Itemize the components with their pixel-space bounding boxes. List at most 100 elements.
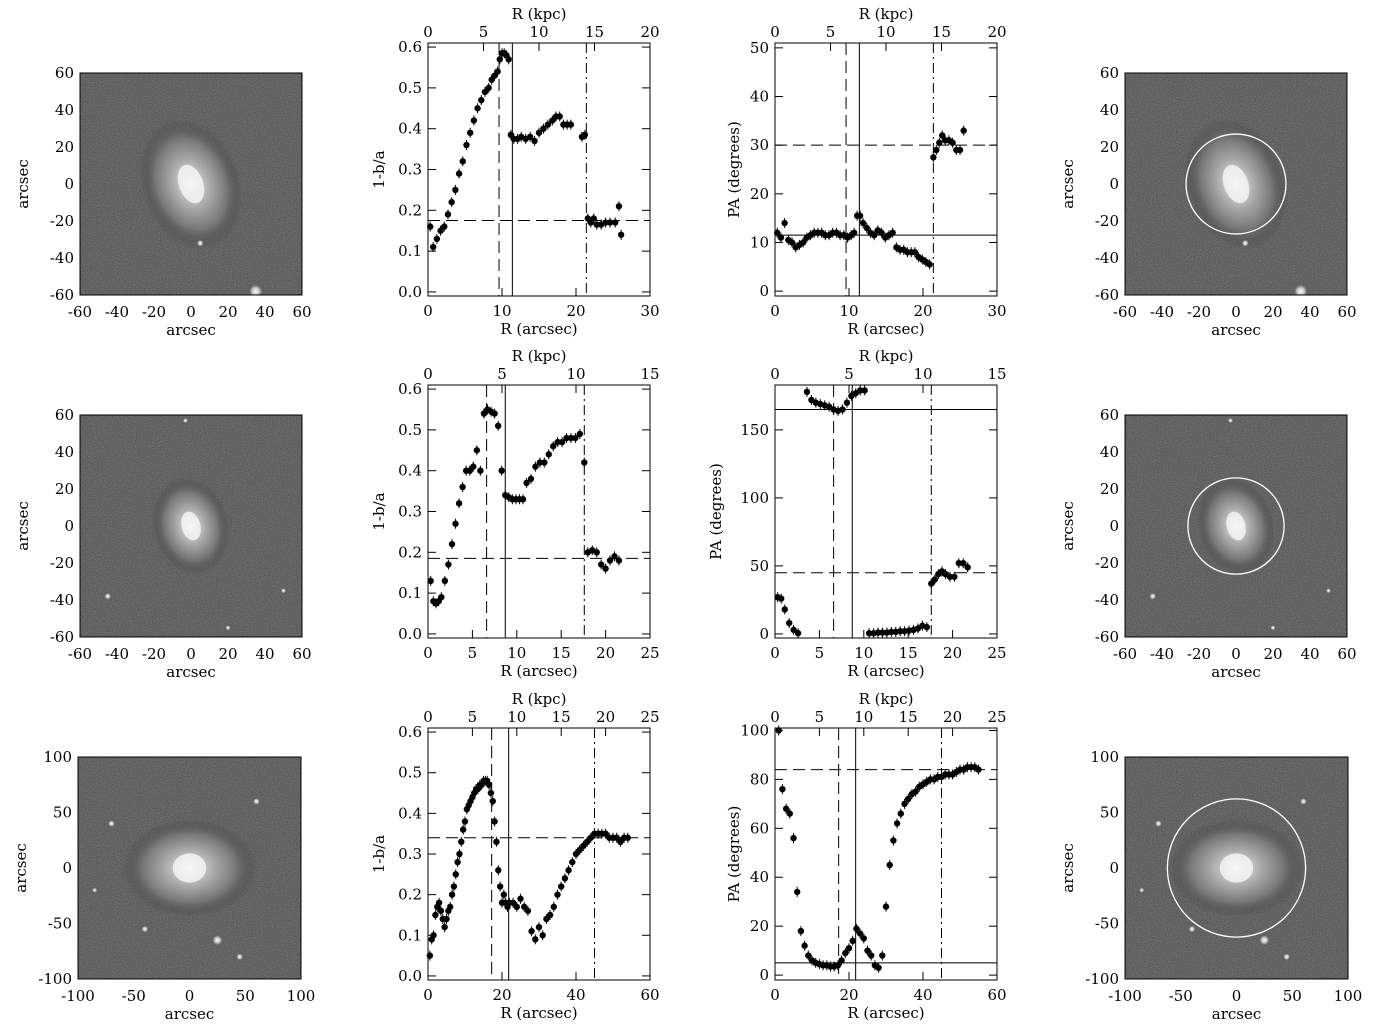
y-tick-label: 0.1 [398,926,422,944]
x-tick-label: 0 [1232,987,1242,1005]
star [1299,797,1308,806]
data-point [437,227,444,234]
data-point [926,261,933,268]
x-axis-label: arcsec [1211,663,1261,681]
x-tick-label: -20 [1187,303,1211,321]
y-axis-label: arcsec [1059,843,1077,893]
data-point [531,137,538,145]
star [1148,592,1157,601]
y-tick-label: 20 [750,185,769,203]
data-point [853,925,860,932]
panel-3: -60 -40 -20 0 20 40 60 -60 -40 -20 0 20 40 60 arcsec ar… [1059,64,1357,339]
y-tick-label: 40 [55,443,74,461]
y-tick-label: 60 [1100,64,1119,82]
y-tick-label: 0 [1109,517,1119,535]
data-point [493,838,500,846]
data-point [429,243,437,251]
y-axis-label: 1-b/a [370,492,388,530]
data-point [443,915,450,923]
data-point [558,883,565,890]
plot-frame [774,384,998,639]
x-tick-label: 60 [1337,303,1356,321]
x-tick-label: 10 [492,302,511,320]
data-point [956,146,964,154]
data-point [863,224,870,232]
y-tick-label: -60 [1095,628,1119,646]
y-tick-label: 0 [759,282,769,300]
data-point [882,903,890,910]
data-point [790,834,797,842]
x-tick-label: -60 [1113,303,1137,321]
data-point [556,113,563,120]
y-tick-label: 60 [750,819,769,837]
galaxy-image [80,415,302,637]
data-point [448,891,456,898]
galaxy-image [1125,73,1347,295]
data-point [602,830,609,837]
y-tick-label: 50 [750,557,769,575]
data-point [433,235,441,243]
data-point [936,139,943,146]
y-tick-label: 0.3 [398,161,422,179]
data-point [458,838,465,846]
top-x-tick-label: 10 [529,23,548,41]
data-point [572,434,579,442]
data-point [951,573,958,580]
x-tick-label: -100 [61,987,95,1005]
plot-frame [427,384,651,639]
image-frame [77,756,302,980]
x-tick-label: 0 [186,303,196,321]
data-point [870,231,878,239]
x-tick-label: 0 [770,644,780,662]
y-tick-label: 30 [750,136,769,154]
data-point [546,911,554,919]
aperture-circle [1185,133,1287,235]
y-tick-label: 40 [1100,443,1119,461]
y-tick-label: -20 [50,212,74,230]
y-tick-label: -50 [1095,915,1119,933]
data-point [593,549,600,556]
x-tick-label: 50 [1283,987,1302,1005]
data-point [964,564,971,571]
y-tick-label: -20 [1095,554,1119,572]
x-tick-label: 50 [236,987,255,1005]
x-tick-label: 60 [640,986,659,1004]
y-tick-label: 0.4 [398,462,422,480]
data-point [923,623,931,631]
panel-1: 0 10 20 30 0 5 10 15 20 0.0 0.1 0.2 0.3 0.4 0.5 0.6 R (a… [370,5,660,338]
data-point [540,125,547,132]
y-axis-label: arcsec [12,843,30,893]
y-tick-label: -40 [1095,249,1119,267]
image-frame [1124,414,1348,638]
top-x-tick-label: 15 [932,23,951,41]
data-point [477,467,484,474]
x-tick-label: 0 [185,987,195,1005]
panel-2: 0 10 20 30 0 5 10 15 20 0 10 20 30 40 50 R (arcsec) R (k… [725,5,1007,338]
y-tick-label: -40 [1095,591,1119,609]
x-tick-label: 40 [1300,303,1319,321]
data-point [489,797,496,805]
y-axis-label: 1-b/a [370,835,388,873]
data-point [441,223,448,230]
top-x-tick-label: 15 [585,23,604,41]
data-point [541,459,548,466]
data-point [444,211,452,218]
y-tick-label: 0 [64,175,74,193]
plot-frame [774,42,998,297]
y-tick-label: 100 [740,721,769,739]
x-tick-label: 60 [1337,645,1356,663]
image-frame [79,414,303,638]
x-axis-label: arcsec [166,663,216,681]
data-point [494,68,501,75]
data-point [782,805,790,812]
data-point [850,229,858,236]
x-axis-label: arcsec [1212,1005,1262,1023]
data-point [606,557,614,564]
y-tick-label: -40 [50,249,74,267]
y-tick-label: -40 [50,591,74,609]
data-point [459,483,466,491]
y-tick-label: 0.2 [398,543,422,561]
x-tick-label: 40 [1300,645,1319,663]
x-tick-label: 0 [770,302,780,320]
